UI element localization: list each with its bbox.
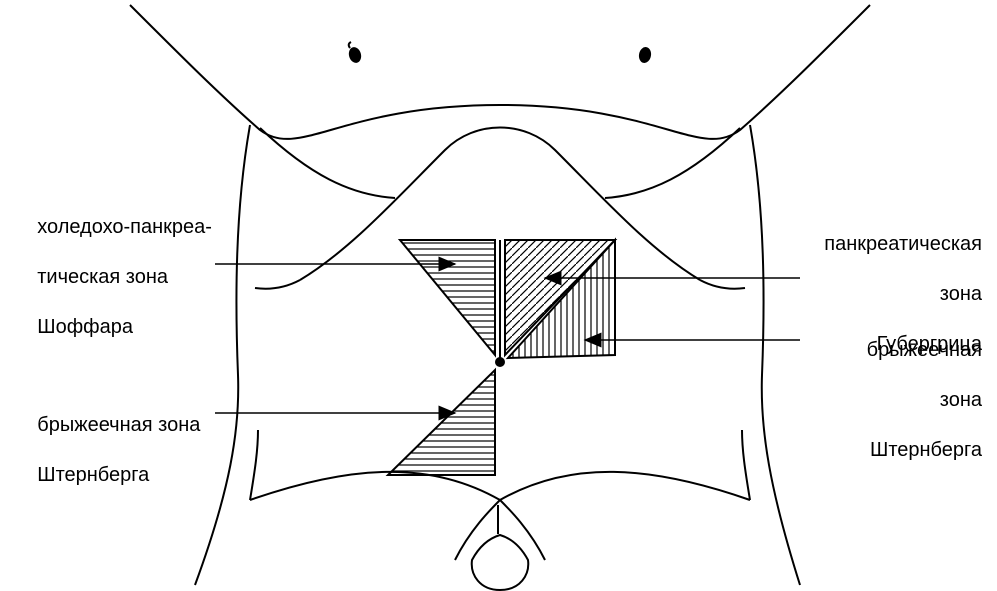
label-shternberg-left-line1: брыжеечная зона — [37, 414, 200, 436]
label-shternberg-right-line3: Штернберга — [870, 439, 982, 461]
zone-chauffard — [400, 240, 495, 355]
label-chauffard-line1: холедохо-панкреа- — [37, 216, 212, 238]
label-chauffard: холедохо-панкреа- тическая зона Шоффара — [15, 190, 212, 365]
diagram-root: холедохо-панкреа- тическая зона Шоффара … — [0, 0, 997, 591]
label-gubergrits-line1: панкреатическая — [824, 233, 982, 255]
nipples — [347, 42, 652, 64]
label-shternberg-left: брыжеечная зона Штернберга — [15, 388, 200, 513]
label-chauffard-line3: Шоффара — [37, 316, 133, 338]
label-shternberg-right-line1: брыжеечная — [867, 339, 982, 361]
label-shternberg-right: брыжеечная зона Штернберга — [844, 313, 982, 488]
label-shternberg-right-line2: зона — [940, 389, 982, 411]
label-chauffard-line2: тическая зона — [37, 266, 168, 288]
zone-shternberg-left — [388, 370, 495, 475]
umbilicus — [495, 357, 505, 367]
label-gubergrits-line2: зона — [940, 283, 982, 305]
label-shternberg-left-line2: Штернберга — [37, 464, 149, 486]
